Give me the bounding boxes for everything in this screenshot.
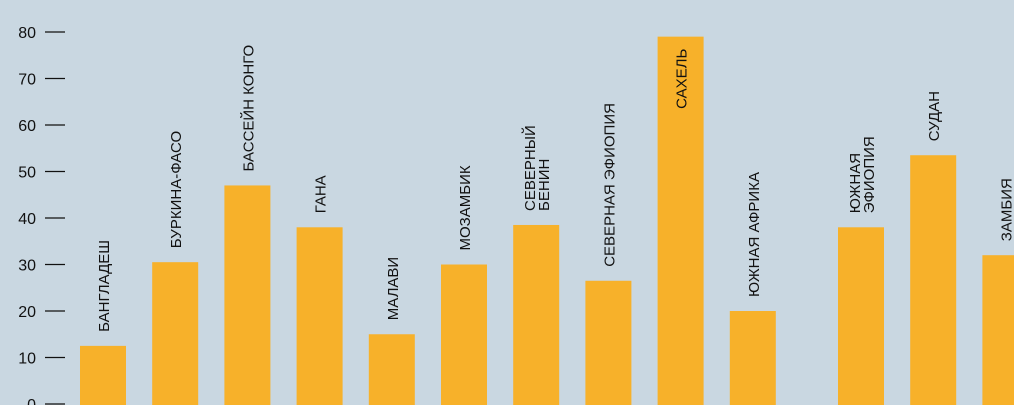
category-label-line: САХЕЛЬ (674, 49, 691, 109)
bar (296, 227, 343, 405)
bar (657, 36, 704, 405)
y-tick-label: 40 (18, 211, 36, 228)
category-label-line: ЭФИОПИЯ (861, 136, 878, 213)
category-label: МАЛАВИ (385, 257, 402, 320)
y-tick-label: 60 (18, 118, 36, 135)
category-label-line: МАЛАВИ (385, 257, 402, 320)
category-label-line: БУРКИНА-ФАСО (168, 131, 185, 248)
bar (441, 264, 487, 405)
category-label: СУДАН (926, 91, 943, 141)
category-label-line: БАССЕЙН КОНГО (239, 45, 257, 172)
bar (80, 345, 126, 405)
category-label: БАНГЛАДЕШ (96, 240, 113, 332)
category-label-line: БАНГЛАДЕШ (96, 240, 113, 332)
category-label: МОЗАМБИК (457, 165, 474, 250)
category-labels: БАНГЛАДЕШ БУРКИНА-ФАСО БАССЕЙН КОНГО ГАНА МА… (96, 45, 1014, 332)
category-label: САХЕЛЬ (674, 49, 691, 109)
bar (982, 255, 1014, 405)
bar (152, 262, 199, 405)
bar (729, 311, 776, 405)
y-tick-label: 20 (18, 304, 36, 321)
category-label-line: СУДАН (926, 91, 943, 141)
category-label-line: ГАНА (313, 175, 330, 213)
y-tick-label: 0 (27, 397, 36, 405)
category-label: ГАНА (313, 175, 330, 213)
bar (585, 280, 632, 405)
y-tick-label: 70 (18, 72, 36, 89)
y-tick-label: 30 (18, 258, 36, 275)
category-label: ЗАМБИЯ (998, 178, 1014, 241)
category-label-line: ЗАМБИЯ (998, 178, 1014, 241)
bar (368, 334, 415, 405)
category-label: БУРКИНА-ФАСО (168, 131, 185, 248)
category-label-line: ЮЖНАЯ (847, 153, 864, 213)
bar (910, 155, 957, 405)
category-label-line: ЮЖНАЯ АФРИКА (746, 172, 763, 297)
bar (224, 185, 271, 405)
bar (838, 227, 884, 405)
y-tick-label: 50 (18, 165, 36, 182)
category-label-line: БЕНИН (536, 159, 553, 211)
y-tick-label: 80 (18, 25, 36, 42)
category-label: ЮЖНАЯ АФРИКА (746, 172, 763, 297)
category-label-line: СЕВЕРНАЯ ЭФИОПИЯ (601, 103, 618, 267)
category-label-line: СЕВЕРНЫЙ (521, 125, 539, 211)
category-label: СЕВЕРНАЯ ЭФИОПИЯ (601, 103, 618, 267)
bar (513, 224, 560, 405)
y-tick-label: 10 (18, 351, 36, 368)
bars (80, 36, 1014, 405)
category-label: БАССЕЙН КОНГО (239, 45, 257, 172)
category-label-line: МОЗАМБИК (457, 165, 474, 250)
y-axis: 0 10 20 30 40 50 60 70 80 (18, 25, 65, 405)
